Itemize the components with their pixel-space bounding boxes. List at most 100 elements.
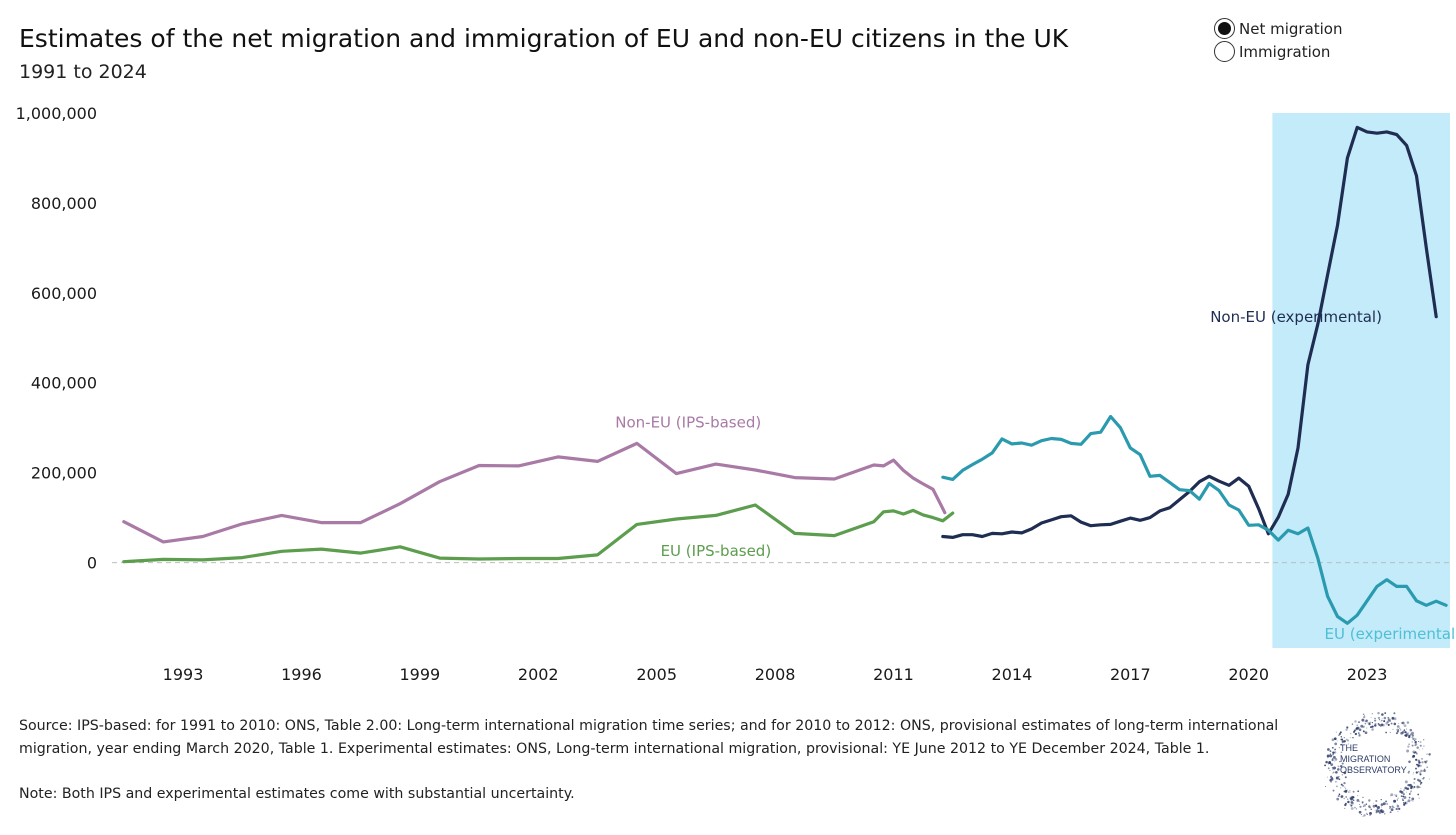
logo-dot	[1411, 734, 1415, 737]
logo-dot	[1393, 799, 1397, 803]
net-migration-option[interactable]: Net migration	[1214, 17, 1343, 40]
logo-dot	[1426, 753, 1428, 755]
line-chart: 0 200,000 400,000 600,000 800,000 1,000,000 19…	[16, 104, 1456, 684]
logo-dot	[1414, 744, 1416, 747]
logo-dot	[1411, 744, 1414, 747]
logo-dot	[1380, 806, 1382, 808]
series-label: EU (IPS-based)	[661, 542, 772, 560]
logo-dot	[1402, 793, 1405, 796]
logo-dot	[1416, 763, 1418, 766]
logo-dot	[1347, 743, 1349, 745]
logo-dot	[1354, 732, 1358, 736]
logo-dot	[1378, 811, 1380, 813]
logo-dot	[1419, 783, 1422, 785]
logo-dot	[1399, 727, 1401, 729]
logo-dot	[1374, 719, 1377, 722]
logo-dot	[1374, 722, 1377, 725]
logo-dot	[1405, 791, 1407, 793]
logo-dot	[1404, 731, 1407, 734]
chart-title: Estimates of the net migration and immig…	[19, 24, 1069, 53]
logo-dot	[1343, 797, 1345, 800]
logo-dot	[1406, 728, 1408, 730]
logo-dot	[1346, 726, 1349, 729]
logo-dot	[1400, 788, 1402, 790]
logo-dot	[1357, 790, 1360, 793]
logo-dot	[1415, 752, 1418, 755]
logo-dot	[1349, 796, 1353, 800]
logo-dot	[1408, 793, 1411, 795]
logo-dot	[1329, 750, 1332, 753]
logo-dot	[1336, 740, 1338, 742]
net-migration-label: Net migration	[1239, 19, 1343, 38]
logo-dot	[1412, 773, 1414, 775]
logo-dot	[1344, 789, 1348, 793]
logo-dot	[1331, 746, 1334, 749]
logo-dot	[1386, 803, 1388, 805]
logo-dot	[1327, 757, 1329, 759]
logo-dot	[1413, 787, 1415, 789]
logo-dot	[1420, 781, 1423, 784]
logo-dot	[1410, 799, 1412, 801]
logo-dot	[1343, 737, 1345, 739]
logo-dot	[1356, 726, 1360, 730]
series-line-eu-experimental	[941, 414, 1448, 625]
logo-dot	[1340, 795, 1344, 798]
logo-dot	[1418, 771, 1420, 773]
immigration-radio[interactable]	[1214, 41, 1235, 62]
net-migration-radio[interactable]	[1214, 18, 1235, 39]
x-tick-label: 1996	[281, 665, 322, 684]
logo-dot	[1362, 796, 1364, 799]
logo-dot	[1404, 780, 1408, 784]
logo-dot	[1346, 789, 1348, 791]
logo-dot	[1368, 799, 1371, 802]
logo-dot	[1421, 761, 1424, 764]
logo-dot	[1338, 775, 1340, 778]
logo-dot	[1414, 751, 1417, 754]
logo-dot	[1358, 810, 1362, 814]
logo-dot	[1332, 751, 1335, 754]
series-label: Non-EU (IPS-based)	[615, 414, 761, 432]
x-tick-label: 2011	[873, 665, 914, 684]
logo-dot	[1392, 728, 1394, 730]
logo-dot	[1349, 789, 1351, 792]
logo-dot	[1357, 795, 1359, 797]
logo-dot	[1401, 798, 1404, 800]
logo-dot	[1352, 796, 1355, 799]
logo-dot	[1350, 733, 1352, 735]
logo-dot	[1344, 786, 1346, 788]
series-label: EU (experimental)	[1325, 625, 1456, 643]
measure-toggle: Net migration Immigration	[1214, 17, 1343, 63]
logo-dot	[1327, 763, 1330, 765]
logo-dot	[1400, 790, 1404, 794]
logo-dot	[1341, 740, 1344, 743]
x-tick-label: 1993	[163, 665, 204, 684]
logo-dot	[1398, 722, 1400, 724]
logo-dot	[1340, 787, 1342, 789]
logo-dot	[1412, 754, 1416, 758]
logo-dot	[1336, 797, 1340, 801]
immigration-option[interactable]: Immigration	[1214, 40, 1343, 63]
logo-dot	[1343, 790, 1346, 793]
logo-dot	[1350, 804, 1353, 807]
logo-dot	[1397, 810, 1399, 813]
logo-dot	[1408, 732, 1410, 734]
highlight-band	[1272, 113, 1450, 648]
logo-dot	[1385, 731, 1387, 734]
logo-dot	[1388, 719, 1392, 723]
logo-dot	[1385, 800, 1388, 803]
logo-dot	[1358, 728, 1362, 732]
logo-dot	[1369, 814, 1371, 817]
logo-dot	[1395, 795, 1398, 797]
logo-dot	[1374, 804, 1378, 807]
logo-dot	[1377, 716, 1381, 720]
logo-dot	[1418, 761, 1421, 764]
logo-dot	[1418, 797, 1420, 799]
logo-dot	[1345, 728, 1348, 731]
logo-dot	[1344, 807, 1346, 809]
y-tick-label: 400,000	[31, 374, 97, 393]
logo-dot	[1333, 756, 1336, 759]
logo-dot	[1410, 792, 1412, 794]
logo-dot	[1338, 778, 1341, 781]
logo-dot	[1418, 760, 1420, 762]
logo-dot	[1351, 802, 1354, 805]
